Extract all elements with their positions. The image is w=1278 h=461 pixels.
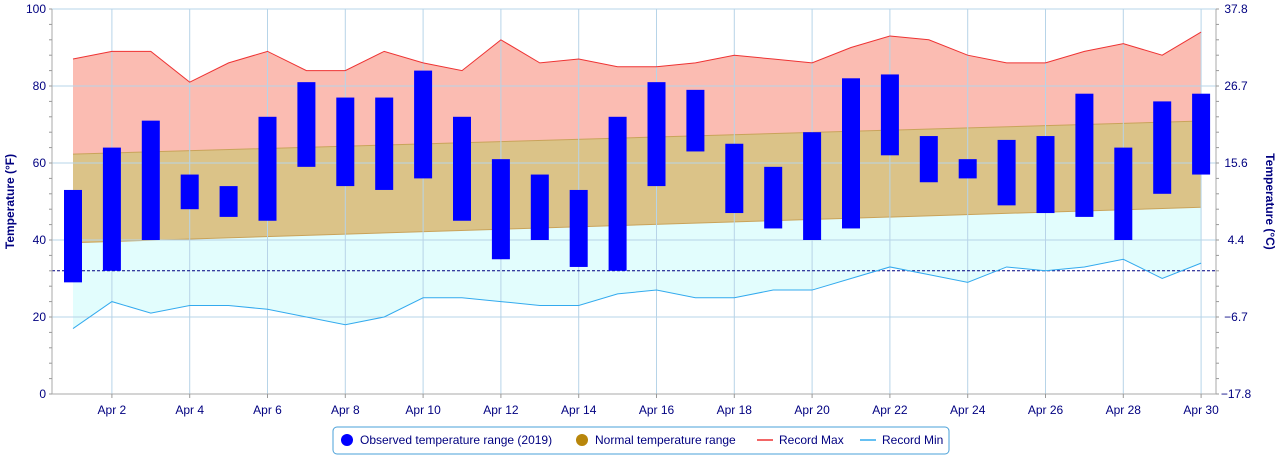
y-tick-right: −17.8 bbox=[1221, 387, 1252, 401]
x-tick-label: Apr 16 bbox=[639, 403, 675, 417]
x-tick-label: Apr 30 bbox=[1183, 403, 1219, 417]
y-tick-right: −6.7 bbox=[1224, 310, 1248, 324]
observed-bar-apr-25 bbox=[997, 139, 1016, 206]
observed-bar-apr-3 bbox=[141, 120, 160, 240]
observed-bar-apr-5 bbox=[219, 186, 238, 217]
observed-bar-apr-23 bbox=[919, 136, 938, 183]
observed-bars bbox=[64, 70, 1211, 283]
y-tick-right: 37.8 bbox=[1224, 2, 1248, 16]
observed-bar-apr-16 bbox=[647, 82, 666, 187]
x-tick-label: Apr 18 bbox=[717, 403, 753, 417]
y-tick-left: 40 bbox=[33, 233, 47, 247]
observed-bar-apr-14 bbox=[569, 189, 588, 267]
y-tick-right: 26.7 bbox=[1224, 79, 1248, 93]
observed-bar-apr-7 bbox=[297, 82, 316, 167]
legend-normal-label: Normal temperature range bbox=[595, 433, 736, 447]
x-tick-label: Apr 4 bbox=[175, 403, 204, 417]
y-tick-right: 4.4 bbox=[1228, 233, 1245, 247]
observed-bar-apr-22 bbox=[880, 74, 899, 156]
observed-bar-apr-1 bbox=[64, 189, 82, 283]
observed-bar-apr-10 bbox=[414, 70, 433, 179]
observed-bar-apr-20 bbox=[803, 132, 822, 240]
y-tick-left: 80 bbox=[33, 79, 47, 93]
y-tick-left: 60 bbox=[33, 156, 47, 170]
x-tick-label: Apr 8 bbox=[331, 403, 360, 417]
observed-bar-apr-19 bbox=[764, 166, 783, 229]
legend-observed-marker bbox=[341, 434, 353, 446]
legend-box bbox=[332, 426, 950, 455]
observed-bar-apr-15 bbox=[608, 116, 627, 271]
x-tick-label: Apr 12 bbox=[483, 403, 519, 417]
y-tick-left: 100 bbox=[26, 2, 46, 16]
x-tick-label: Apr 6 bbox=[253, 403, 282, 417]
area-fills bbox=[72, 32, 1202, 329]
y-axis-title-left: Temperature (°F) bbox=[3, 154, 17, 249]
observed-bar-apr-13 bbox=[530, 174, 549, 240]
observed-bar-apr-30 bbox=[1192, 93, 1211, 175]
y-tick-left: 20 bbox=[33, 310, 47, 324]
observed-bar-apr-6 bbox=[258, 116, 277, 221]
legend-record-min-label: Record Min bbox=[882, 433, 943, 447]
legend-observed-label: Observed temperature range (2019) bbox=[360, 433, 552, 447]
observed-bar-apr-21 bbox=[842, 78, 860, 229]
series-lines bbox=[52, 31, 1216, 329]
record-min-area bbox=[73, 207, 1202, 329]
legend-record-max-label: Record Max bbox=[779, 433, 844, 447]
observed-bar-apr-27 bbox=[1075, 93, 1094, 217]
observed-bar-apr-8 bbox=[336, 97, 355, 187]
observed-bar-apr-12 bbox=[491, 159, 510, 260]
observed-bar-apr-18 bbox=[725, 143, 744, 214]
x-tick-label: Apr 26 bbox=[1028, 403, 1064, 417]
x-tick-label: Apr 24 bbox=[950, 403, 986, 417]
normal-low-line bbox=[72, 206, 1202, 244]
y-tick-left: 0 bbox=[39, 387, 46, 401]
observed-bar-apr-29 bbox=[1153, 101, 1172, 194]
observed-bar-apr-2 bbox=[102, 147, 121, 271]
observed-bar-apr-4 bbox=[180, 174, 199, 210]
observed-bar-apr-28 bbox=[1114, 147, 1133, 240]
record-max-area bbox=[73, 32, 1202, 155]
x-tick-label: Apr 2 bbox=[98, 403, 127, 417]
normal-range-area bbox=[73, 121, 1202, 243]
axes: 0 20 40 60 80 100 −17.8 −6.7 4.4 15.6 26.7 37.8 Apr … bbox=[3, 2, 1277, 417]
record-min-line bbox=[72, 258, 1202, 329]
legend: Observed temperature range (2019) Normal … bbox=[332, 426, 950, 455]
record-max-line bbox=[72, 31, 1202, 83]
y-axis-title-right: Temperature (°C) bbox=[1263, 153, 1277, 250]
x-tick-label: Apr 28 bbox=[1106, 403, 1142, 417]
legend-normal-marker bbox=[576, 434, 588, 446]
observed-bar-apr-26 bbox=[1036, 136, 1055, 214]
x-tick-label: Apr 14 bbox=[561, 403, 597, 417]
observed-bar-apr-24 bbox=[958, 159, 977, 179]
x-tick-label: Apr 22 bbox=[872, 403, 908, 417]
x-tick-label: Apr 20 bbox=[794, 403, 830, 417]
observed-bar-apr-11 bbox=[453, 116, 471, 221]
observed-bar-apr-9 bbox=[375, 97, 394, 190]
y-tick-right: 15.6 bbox=[1224, 156, 1248, 170]
x-tick-label: Apr 10 bbox=[405, 403, 441, 417]
observed-bar-apr-17 bbox=[686, 89, 705, 152]
